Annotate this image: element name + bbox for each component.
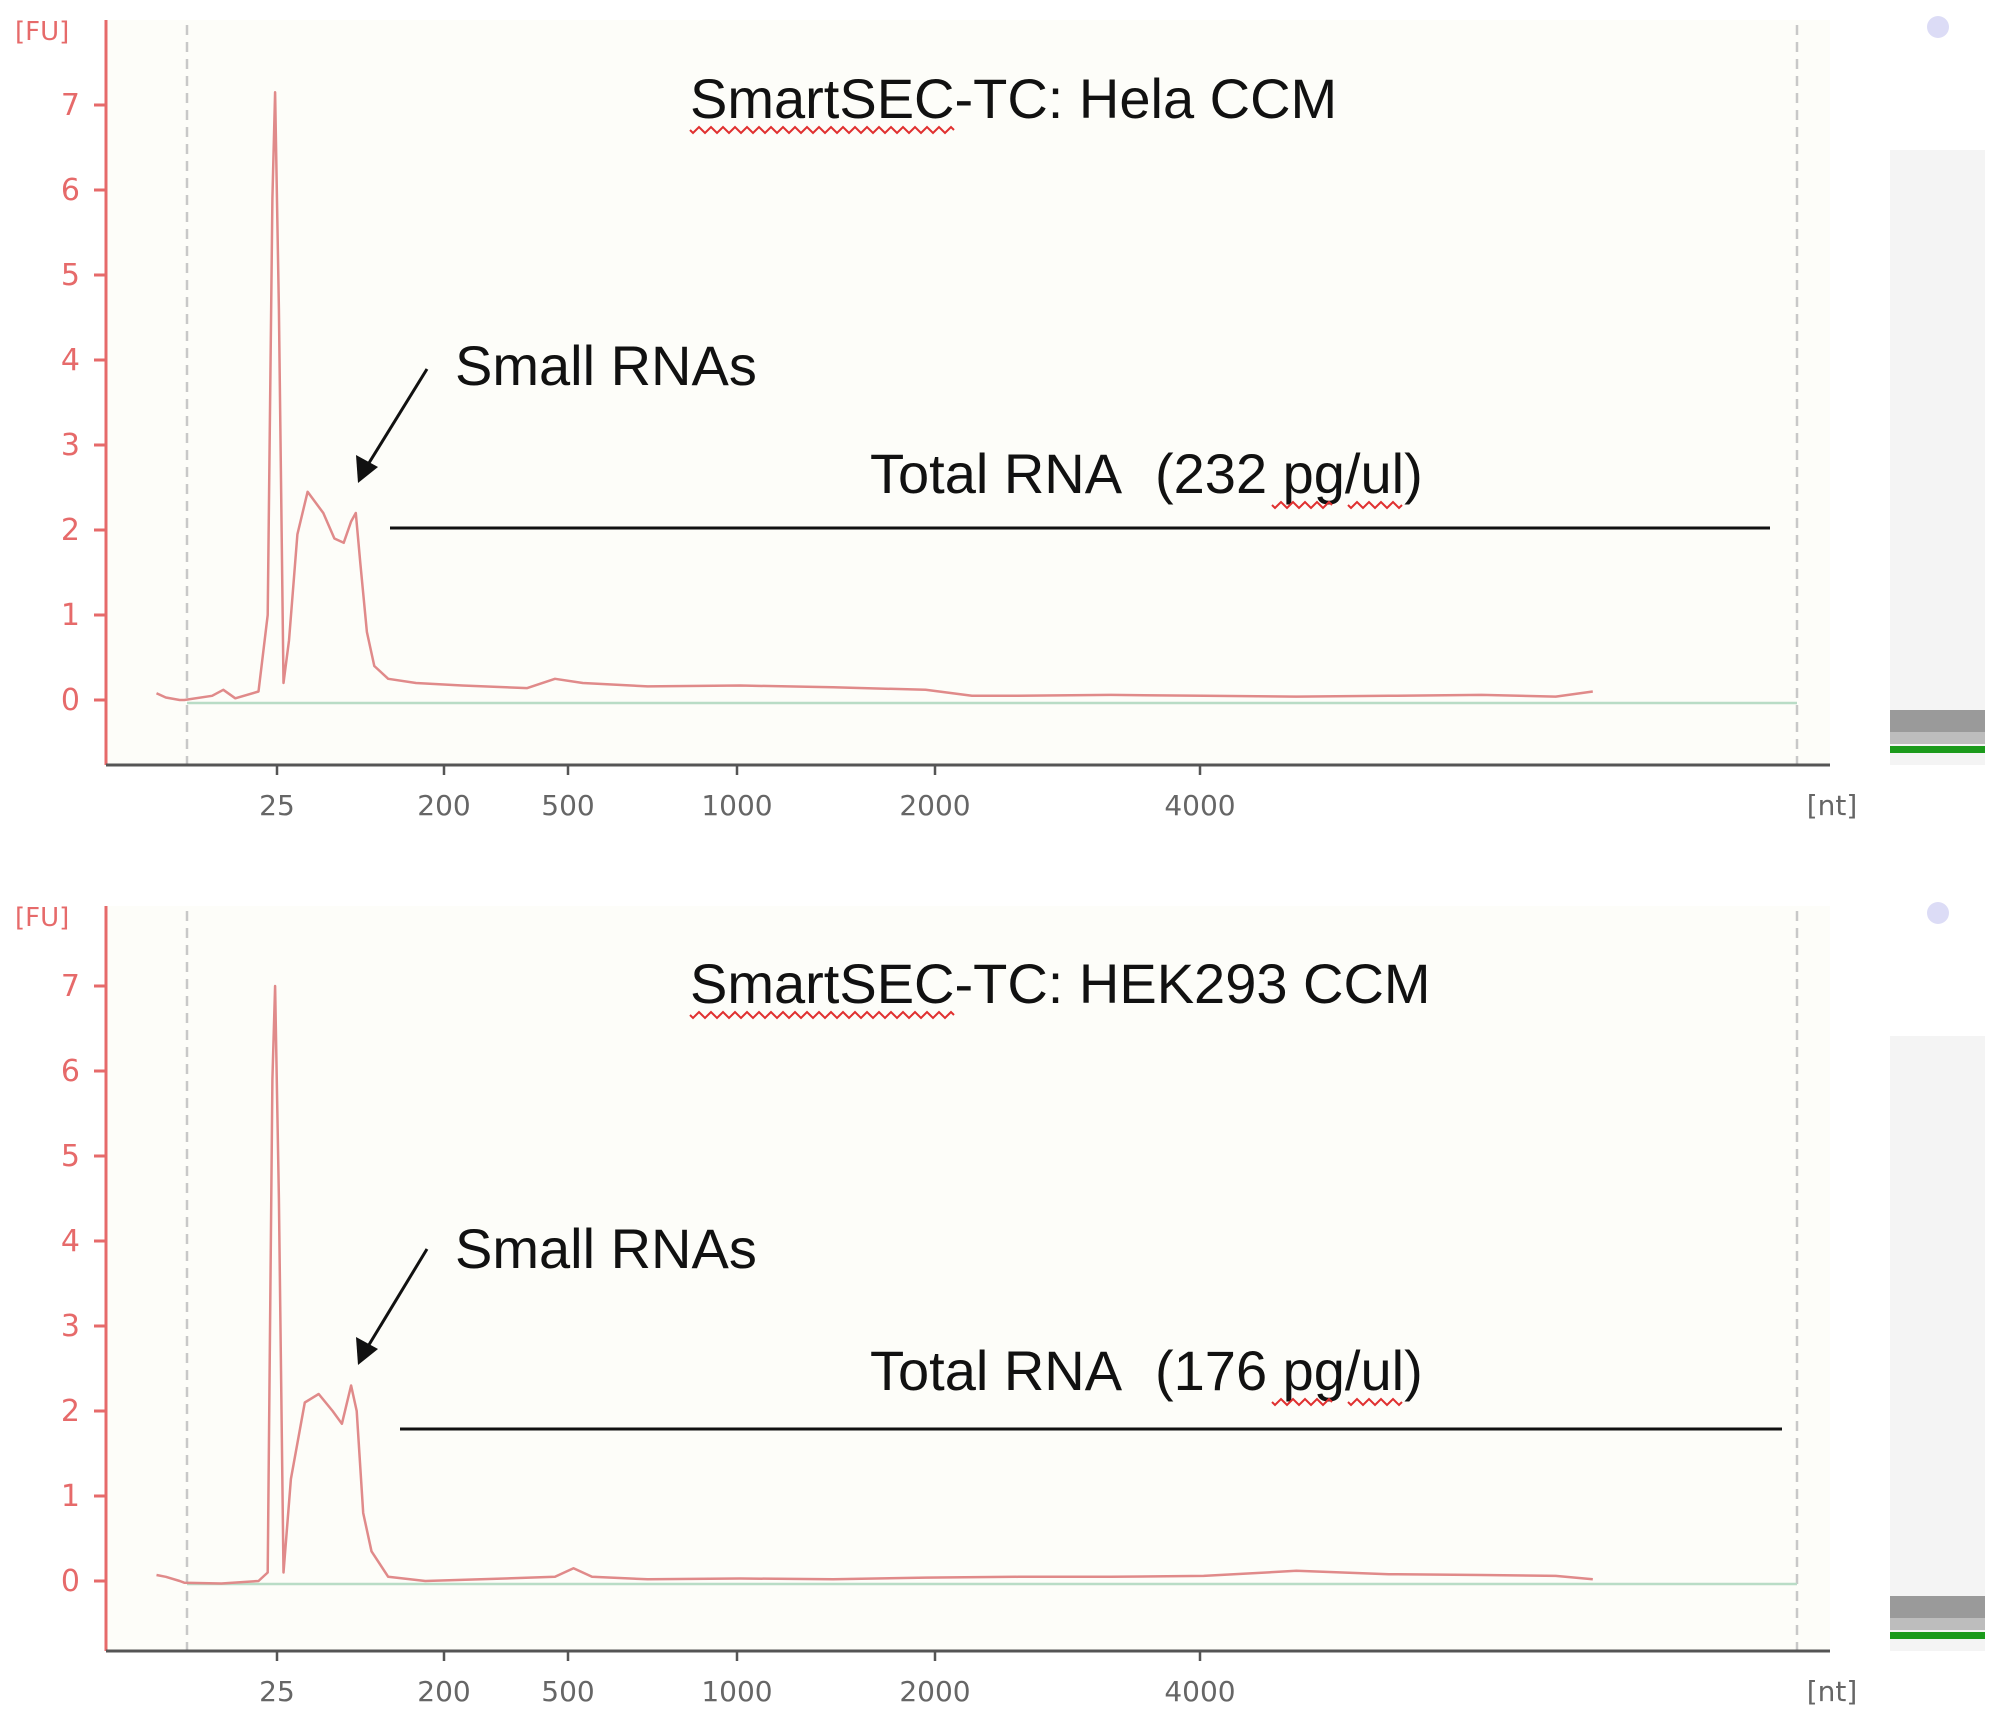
y-tick-label: 3 <box>61 1309 80 1344</box>
electropherogram-trace <box>156 984 1593 1585</box>
y-tick-label: 6 <box>61 1054 80 1089</box>
x-unit-label: [nt] <box>1807 789 1858 822</box>
electropherogram-trace <box>155 91 1593 702</box>
y-tick-label: 7 <box>61 969 80 1004</box>
y-tick-label: 4 <box>61 1224 80 1259</box>
concentration-label: (176 pg/ul) <box>1155 1339 1423 1402</box>
lane-band <box>1890 710 1985 732</box>
small-rnas-arrow <box>362 368 429 472</box>
x-tick-label: 200 <box>417 789 470 822</box>
x-tick-label: 1000 <box>701 789 772 822</box>
x-unit-label: [nt] <box>1807 1675 1858 1708</box>
x-tick-label: 200 <box>417 1675 470 1708</box>
spellcheck-squiggle <box>1347 1397 1403 1407</box>
y-tick-label: 1 <box>61 1479 80 1514</box>
spellcheck-squiggle <box>1271 500 1333 510</box>
lane-band <box>1890 1596 1985 1618</box>
y-tick-label: 1 <box>61 598 80 633</box>
x-tick-label: 4000 <box>1164 789 1235 822</box>
lane-background <box>1890 150 1985 765</box>
x-tick-label: 500 <box>541 789 594 822</box>
arrowhead-icon <box>356 1337 378 1365</box>
x-tick-label: 1000 <box>701 1675 772 1708</box>
spellcheck-squiggle <box>1271 1397 1333 1407</box>
chart-panel-2: [FU] 0 1 2 3 4 5 6 7 25 200 500 1000 2000 4000 [nt] Smar… <box>15 902 1985 1708</box>
y-tick-label: 5 <box>61 1139 80 1174</box>
y-tick-label: 0 <box>61 683 80 718</box>
small-rnas-label: Small RNAs <box>455 1217 757 1280</box>
small-rnas-label: Small RNAs <box>455 334 757 397</box>
spellcheck-squiggle <box>689 125 955 135</box>
chart-title: SmartSEC-TC: Hela CCM <box>690 67 1337 130</box>
x-tick-label: 25 <box>259 1675 295 1708</box>
y-tick-label: 2 <box>61 1394 80 1429</box>
plot-area <box>106 20 1830 765</box>
y-tick-label: 0 <box>61 1564 80 1599</box>
spellcheck-squiggle <box>1347 500 1403 510</box>
y-tick-label: 3 <box>61 428 80 463</box>
x-tick-label: 4000 <box>1164 1675 1235 1708</box>
gel-lane <box>1890 902 1985 1651</box>
lane-dot <box>1927 902 1949 924</box>
lane-dot <box>1927 16 1949 38</box>
spellcheck-squiggle <box>689 1010 955 1020</box>
y-tick-label: 5 <box>61 258 80 293</box>
y-unit-label: [FU] <box>15 17 69 47</box>
small-rnas-arrow <box>362 1248 429 1354</box>
y-tick-label: 2 <box>61 513 80 548</box>
lane-band <box>1890 732 1985 744</box>
y-tick-label: 6 <box>61 173 80 208</box>
concentration-label: (232 pg/ul) <box>1155 442 1423 505</box>
y-unit-label: [FU] <box>15 903 69 933</box>
x-tick-label: 500 <box>541 1675 594 1708</box>
x-tick-label: 2000 <box>899 1675 970 1708</box>
arrowhead-icon <box>356 455 378 483</box>
lane-background <box>1890 1036 1985 1651</box>
y-tick-label: 4 <box>61 343 80 378</box>
x-tick-label: 25 <box>259 789 295 822</box>
chart-panel-1: [FU] 0 1 2 3 4 5 6 7 25 200 500 1000 2000 4000 [nt] Smar… <box>15 16 1985 822</box>
x-tick-label: 2000 <box>899 789 970 822</box>
lane-band <box>1890 1618 1985 1630</box>
total-rna-label: Total RNA <box>870 442 1123 505</box>
chart-title: SmartSEC-TC: HEK293 CCM <box>690 952 1431 1015</box>
total-rna-label: Total RNA <box>870 1339 1123 1402</box>
y-tick-label: 7 <box>61 88 80 123</box>
gel-lane <box>1890 16 1985 765</box>
lane-marker-band <box>1890 1632 1985 1639</box>
lane-marker-band <box>1890 746 1985 753</box>
plot-area <box>106 906 1830 1651</box>
